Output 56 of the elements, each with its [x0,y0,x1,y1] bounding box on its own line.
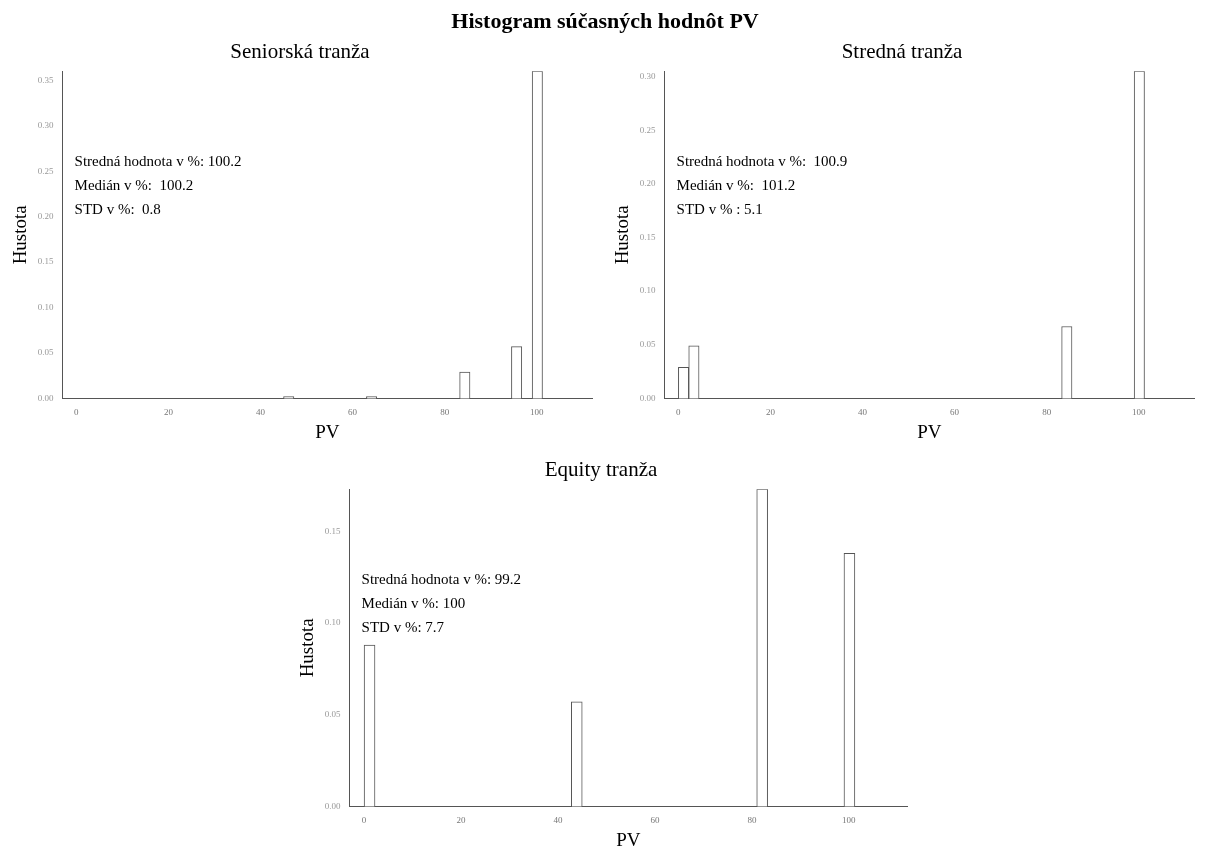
x-tick-label: 0 [74,407,80,418]
y-tick-label: 0.15 [639,231,657,242]
y-tick-label: 0.20 [37,210,55,221]
x-tick-label: 60 [950,407,960,418]
y-tick-label: 0.20 [639,178,657,189]
x-axis-title: PV [315,420,340,442]
y-tick-label: 0.00 [37,392,55,403]
x-tick-label: 40 [858,407,868,418]
annotation: Medián v %: 100.2 [74,177,194,194]
x-tick-label: 80 [1042,407,1052,418]
y-tick-label: 0.10 [37,301,55,312]
y-tick-label: 0.00 [639,392,657,403]
y-tick-label: 0.10 [639,285,657,296]
x-tick-label: 80 [440,407,450,418]
x-axis-title: PV [616,828,641,850]
annotation: Medián v %: 101.2 [676,177,796,194]
chart-subtitle: Seniorská tranža [230,39,371,64]
y-tick-label: 0.05 [37,347,55,358]
x-tick-label: 80 [747,815,757,826]
x-tick-label: 60 [348,407,358,418]
x-axis-title: PV [917,420,942,442]
chart-title: Histogram súčasných hodnôt PV [450,8,760,34]
y-axis-title: Hustota [611,204,633,265]
x-tick-label: 40 [256,407,266,418]
y-tick-label: 0.00 [324,800,342,811]
x-tick-label: 0 [361,815,367,826]
chart-subtitle: Stredná tranža [841,39,964,64]
y-axis-title: Hustota [296,617,318,678]
annotation: Medián v %: 100 [361,595,466,612]
y-tick-label: 0.25 [639,124,657,135]
y-tick-label: 0.25 [37,165,55,176]
x-tick-label: 100 [530,407,544,418]
annotation: Stredná hodnota v %: 100.9 [676,153,848,170]
y-tick-label: 0.05 [324,709,342,720]
x-tick-label: 20 [456,815,467,826]
annotation: STD v %: 0.8 [74,201,161,218]
y-tick-label: 0.35 [37,74,55,85]
x-tick-label: 100 [842,815,857,826]
chart-subtitle: Equity tranža [544,457,658,482]
annotation: Stredná hodnota v %: 100.2 [74,153,242,170]
y-tick-label: 0.05 [639,339,657,350]
x-tick-label: 20 [765,407,776,418]
x-tick-label: 60 [650,815,660,826]
y-tick-label: 0.30 [639,70,657,81]
y-axis-title: Hustota [9,204,31,265]
y-tick-label: 0.30 [37,120,55,131]
x-tick-label: 100 [1132,407,1146,418]
x-tick-label: 0 [676,407,682,418]
x-tick-label: 40 [553,815,563,826]
annotation: STD v % : 5.1 [676,201,763,218]
x-tick-label: 20 [163,407,174,418]
y-tick-label: 0.15 [37,256,55,267]
y-tick-label: 0.15 [324,525,342,536]
annotation: STD v %: 7.7 [361,619,445,636]
annotation: Stredná hodnota v %: 99.2 [361,571,522,588]
y-tick-label: 0.10 [324,617,342,628]
